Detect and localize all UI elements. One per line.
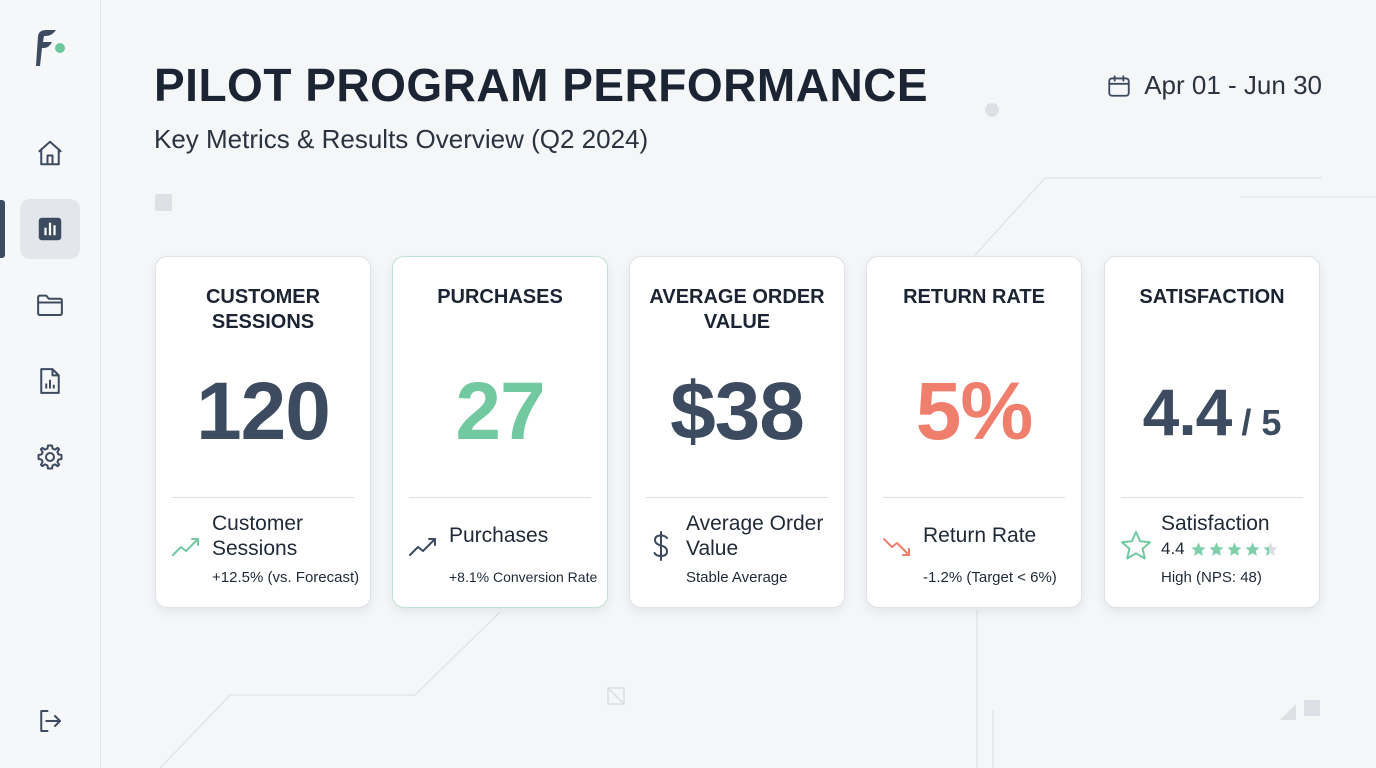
- star-icon: [1191, 541, 1206, 556]
- card-value: 120: [196, 366, 331, 457]
- card-label: CUSTOMER SESSIONS: [205, 286, 321, 333]
- nav-folders[interactable]: [20, 275, 80, 335]
- page-title: PILOT PROGRAM PERFORMANCE: [154, 59, 929, 111]
- page-subtitle: Key Metrics & Results Overview (Q2 2024): [154, 124, 649, 154]
- trend-down-icon: [883, 538, 910, 556]
- card-footer-title: Average Order Value: [686, 512, 824, 560]
- metric-card-customer-sessions[interactable]: CUSTOMER SESSIONS 120 Customer Sessions …: [155, 256, 371, 608]
- card-footer-subtitle: High (NPS: 48): [1161, 569, 1262, 586]
- date-range-picker[interactable]: Apr 01 - Jun 30: [1106, 70, 1322, 101]
- star-icon: [1245, 541, 1260, 556]
- active-nav-indicator: [0, 200, 5, 258]
- logout-icon: [40, 710, 61, 732]
- metric-card-satisfaction[interactable]: SATISFACTION 4.4 / 5 Satisfaction 4.4 Hi…: [1104, 256, 1320, 608]
- metric-card-return-rate[interactable]: RETURN RATE 5% Return Rate -1.2% (Target…: [866, 256, 1082, 608]
- home-icon: [38, 140, 62, 166]
- card-footer-subtitle: +8.1% Conversion Rate: [449, 569, 598, 585]
- star-icon: [1209, 541, 1224, 556]
- card-footer-title: Return Rate: [923, 524, 1037, 547]
- app-logo-icon: [36, 30, 65, 66]
- metric-card-average-order-value[interactable]: AVERAGE ORDER VALUE $38 Average Order Va…: [629, 256, 845, 608]
- card-divider: [883, 497, 1065, 498]
- nav-dashboard[interactable]: [20, 199, 80, 259]
- calendar-icon: [1108, 74, 1130, 97]
- card-label: AVERAGE ORDER VALUE: [649, 286, 825, 333]
- star-outline-icon: [1121, 531, 1151, 560]
- card-footer-subtitle: +12.5% (vs. Forecast): [212, 569, 360, 586]
- star-rating: [1190, 541, 1279, 558]
- nav-logout[interactable]: [20, 691, 80, 751]
- card-label: PURCHASES: [437, 286, 563, 308]
- report-icon: [40, 368, 60, 394]
- trend-up-icon: [409, 538, 436, 556]
- card-label: RETURN RATE: [903, 286, 1045, 308]
- card-divider: [409, 497, 591, 498]
- folder-icon: [37, 294, 63, 316]
- card-divider: [646, 497, 828, 498]
- card-value: $38: [670, 366, 805, 457]
- bar-chart-icon: [38, 217, 62, 241]
- card-footer-title: Satisfaction: [1161, 512, 1270, 535]
- nav-home[interactable]: [20, 123, 80, 183]
- sidebar: [0, 0, 101, 768]
- card-footer-title: Purchases: [449, 524, 549, 547]
- date-range-label: Apr 01 - Jun 30: [1144, 70, 1322, 100]
- card-footer-title: Customer Sessions: [212, 512, 304, 560]
- rating-value: 4.4: [1161, 539, 1185, 558]
- metric-card-purchases[interactable]: PURCHASES 27 Purchases +8.1% Conversion …: [392, 256, 608, 608]
- card-footer-subtitle: -1.2% (Target < 6%): [923, 569, 1057, 586]
- card-label: SATISFACTION: [1139, 286, 1285, 308]
- star-icon: [1227, 541, 1242, 556]
- satisfaction-score: 4.4: [1142, 375, 1233, 449]
- nav-settings[interactable]: [20, 427, 80, 487]
- star-icon: [1263, 541, 1278, 556]
- card-footer-subtitle: Stable Average: [686, 569, 788, 586]
- nav-reports[interactable]: [20, 351, 80, 411]
- dollar-icon: [653, 531, 669, 561]
- card-divider: [1121, 497, 1303, 498]
- card-value: 27: [455, 366, 545, 457]
- card-value: 4.4 / 5: [1105, 362, 1319, 473]
- rating-row: 4.4: [1161, 539, 1279, 559]
- gear-icon: [37, 444, 63, 470]
- satisfaction-scale: / 5: [1231, 402, 1282, 443]
- card-divider: [172, 497, 354, 498]
- card-value: 5%: [915, 366, 1034, 457]
- trend-up-icon: [172, 538, 199, 556]
